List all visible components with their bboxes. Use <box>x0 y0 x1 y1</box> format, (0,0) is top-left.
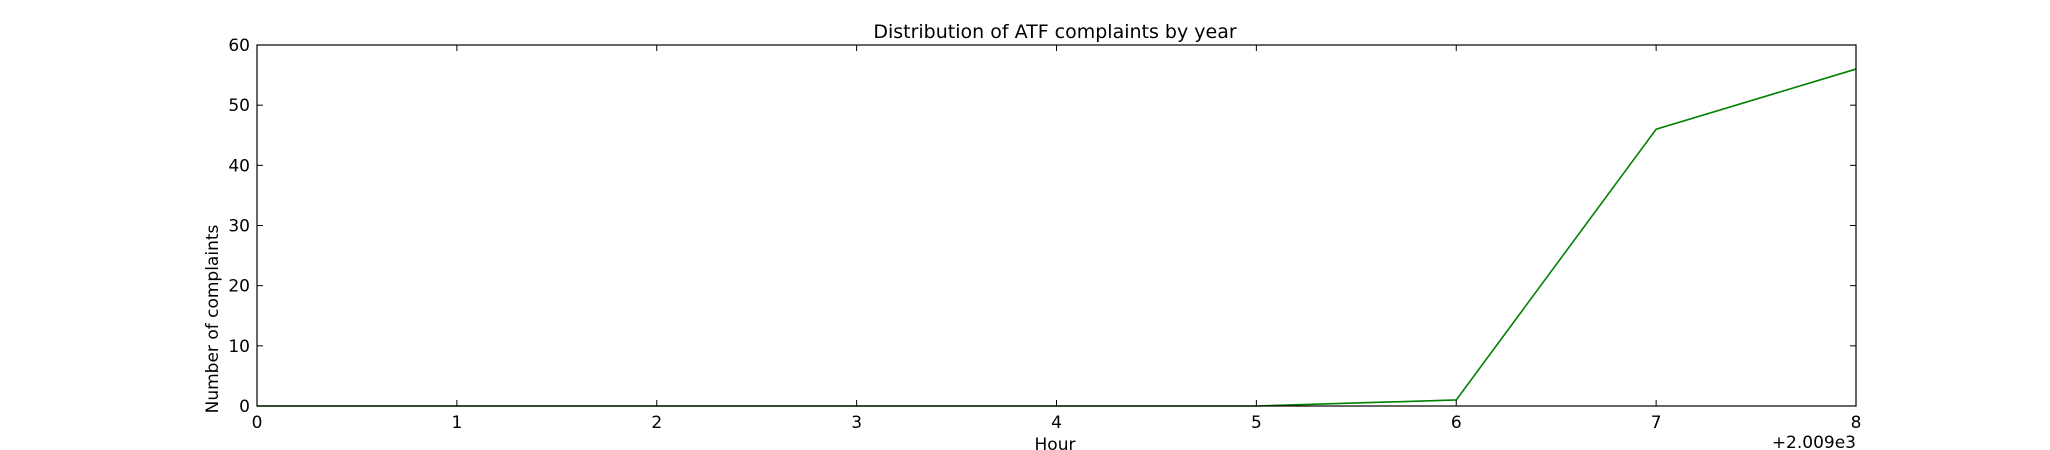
series-line-0 <box>257 68 1857 407</box>
x-tick-label-4: 4 <box>1051 413 1062 433</box>
x-tick-label-5: 5 <box>1251 413 1262 433</box>
x-tick-label-2: 2 <box>651 413 662 433</box>
y-axis-label: Number of complaints <box>203 224 223 413</box>
x-tick-label-8: 8 <box>1851 413 1862 433</box>
y-tick-label-0: 0 <box>239 397 250 417</box>
x-axis-offset-label: +2.009e3 <box>1772 433 1856 450</box>
y-tick-label-1: 10 <box>228 337 250 357</box>
x-tick-label-7: 7 <box>1651 413 1662 433</box>
y-tick-label-3: 30 <box>228 217 250 237</box>
x-tick-label-1: 1 <box>451 413 462 433</box>
x-axis-label: Hour <box>1035 435 1076 450</box>
chart-title: Distribution of ATF complaints by year <box>873 21 1237 43</box>
plot-frame <box>256 44 1857 407</box>
y-tick-label-4: 40 <box>228 156 250 176</box>
x-tick-label-3: 3 <box>851 413 862 433</box>
plot-area: 0 1 2 3 4 5 6 7 8 0 10 20 30 40 50 60 <box>228 36 1861 433</box>
y-tick-label-2: 20 <box>228 277 250 297</box>
x-tick-label-0: 0 <box>252 413 263 433</box>
y-tick-label-5: 50 <box>228 96 250 116</box>
y-tick-label-6: 60 <box>228 36 250 56</box>
x-tick-label-6: 6 <box>1451 413 1462 433</box>
